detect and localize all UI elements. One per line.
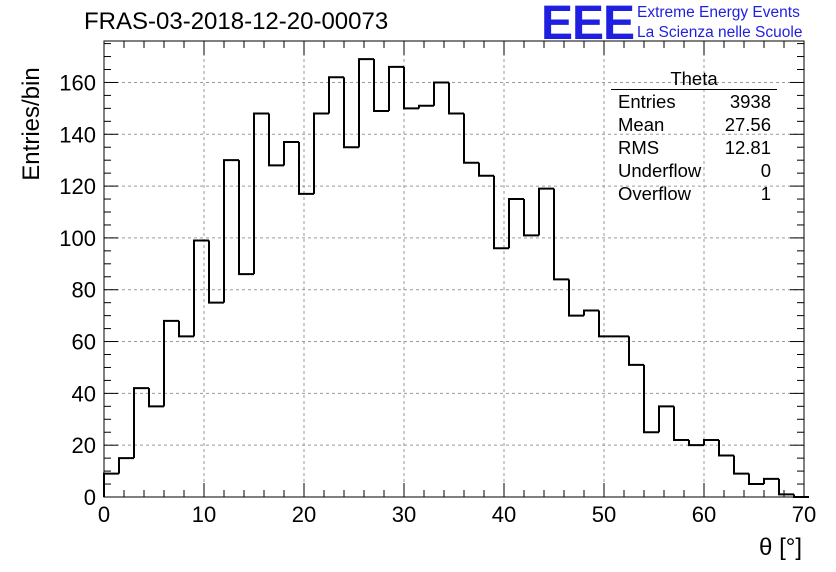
histogram-bin <box>313 112 329 194</box>
histogram-bin <box>718 440 734 457</box>
histogram-bin <box>343 77 359 149</box>
histogram-bin <box>283 141 299 166</box>
plot-frame <box>103 40 805 498</box>
histogram-bin <box>493 175 509 250</box>
histogram-bin <box>583 309 599 316</box>
stats-value: 27.56 <box>724 114 771 135</box>
stats-label: RMS <box>618 137 660 158</box>
histogram-bin <box>238 160 254 276</box>
x-tick-label: 20 <box>292 502 316 527</box>
histogram-bin <box>208 240 224 304</box>
histogram-bin <box>778 478 794 496</box>
histogram-bin <box>673 406 689 441</box>
stats-row-underflow: Underflow 0 <box>611 159 777 182</box>
histogram-bin <box>628 336 644 366</box>
histogram-bin <box>508 198 524 249</box>
histogram-bin <box>178 320 194 338</box>
y-tick-label: 140 <box>59 122 96 147</box>
histogram-bin <box>418 104 434 109</box>
y-tick-label: 120 <box>59 174 96 199</box>
histogram-bin <box>448 82 464 115</box>
histogram-bin <box>253 112 269 275</box>
histogram-bin <box>298 142 314 195</box>
x-tick-label: 60 <box>692 502 716 527</box>
org-name-line1: Extreme Energy Events <box>637 4 800 21</box>
histogram-bin <box>463 113 479 164</box>
x-tick-label: 30 <box>392 502 416 527</box>
y-tick-label: 60 <box>72 330 96 355</box>
histogram-bin <box>538 187 554 236</box>
stats-row-entries: Entries 3938 <box>611 90 777 113</box>
histogram-bin <box>763 477 779 485</box>
histogram-bin <box>478 162 494 177</box>
histogram-bin <box>268 113 284 167</box>
histogram-bin <box>328 76 344 114</box>
x-axis-label: θ [°] <box>759 534 802 561</box>
histogram-bin <box>523 199 539 237</box>
stats-value: 0 <box>760 160 771 181</box>
histogram-bin <box>373 59 389 112</box>
stats-value: 1 <box>760 183 771 204</box>
y-tick-label: 0 <box>84 485 96 510</box>
x-tick-label: 0 <box>98 502 110 527</box>
eee-logo: EEE <box>541 0 635 50</box>
histogram-bin <box>643 364 659 434</box>
histogram-bin <box>553 188 569 281</box>
y-tick-label: 100 <box>59 226 96 251</box>
stats-title: Theta <box>611 69 777 90</box>
y-tick-label: 160 <box>59 70 96 95</box>
stats-value: 12.81 <box>724 137 771 158</box>
histogram-bin <box>688 440 704 447</box>
histogram-bin <box>403 66 419 110</box>
org-name-line2: La Scienza nelle Scuole <box>637 24 803 41</box>
x-tick-label: 70 <box>792 502 816 527</box>
histogram-bin <box>598 310 614 338</box>
histogram-bin <box>568 279 584 317</box>
y-tick-label: 40 <box>72 381 96 406</box>
chart-title: FRAS-03-2018-12-20-00073 <box>84 8 389 35</box>
stats-label: Overflow <box>618 183 691 204</box>
x-tick-label: 50 <box>592 502 616 527</box>
stats-row-overflow: Overflow 1 <box>611 182 777 205</box>
stats-label: Mean <box>618 114 665 135</box>
histogram-bin <box>148 388 164 408</box>
histogram-bin <box>388 65 404 111</box>
stats-label: Entries <box>618 91 676 112</box>
histogram-bin <box>748 473 764 486</box>
stats-box: Theta Entries 3938 Mean 27.56 RMS 12.81 … <box>611 69 777 205</box>
stats-row-rms: RMS 12.81 <box>611 136 777 159</box>
stats-label: Underflow <box>618 160 702 181</box>
x-tick-label: 10 <box>192 502 216 527</box>
histogram-bin <box>223 159 239 303</box>
histogram-bin <box>118 457 134 474</box>
histogram-bin <box>703 439 719 446</box>
histogram-bin <box>358 58 374 148</box>
histogram-bin <box>733 455 749 475</box>
stats-value: 3938 <box>729 91 771 112</box>
y-tick-label: 80 <box>72 278 96 303</box>
histogram-bin <box>103 472 119 497</box>
y-tick-label: 20 <box>72 433 96 458</box>
histogram-bin <box>193 239 209 337</box>
x-tick-label: 40 <box>492 502 516 527</box>
histogram-bin <box>658 405 674 433</box>
histogram-bin <box>163 319 179 407</box>
histogram-bin <box>433 81 449 106</box>
stats-row-mean: Mean 27.56 <box>611 113 777 136</box>
histogram-bin <box>133 387 149 459</box>
y-axis-label: Entries/bin <box>18 67 45 181</box>
